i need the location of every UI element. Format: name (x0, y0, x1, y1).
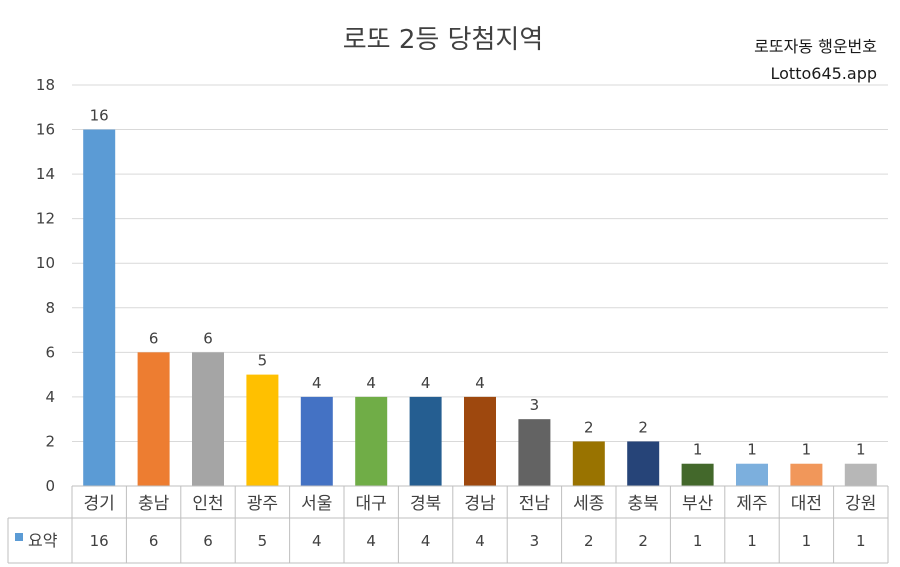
bar (736, 463, 768, 486)
y-tick-label: 14 (36, 165, 55, 183)
y-tick-label: 18 (36, 76, 55, 94)
category-label: 서울 (301, 494, 332, 514)
y-tick-label: 0 (45, 477, 55, 495)
table-value: 1 (693, 532, 703, 550)
category-label: 대전 (791, 494, 822, 514)
legend-label: 요약 (28, 531, 58, 550)
category-label: 경북 (410, 494, 441, 514)
data-label: 2 (584, 418, 594, 436)
category-label: 전남 (519, 494, 551, 514)
bar (137, 352, 170, 486)
table-value: 4 (366, 532, 376, 550)
data-label: 4 (475, 374, 485, 392)
data-label: 1 (747, 441, 757, 459)
table-value: 1 (802, 532, 812, 550)
y-tick-label: 10 (36, 254, 55, 272)
y-axis-ticks: 0 2 4 6 8 10 12 14 16 18 (36, 76, 55, 495)
data-label: 6 (203, 329, 213, 347)
category-label: 제주 (736, 494, 767, 514)
data-label: 1 (856, 441, 866, 459)
y-tick-label: 2 (45, 432, 55, 450)
table-value: 2 (638, 532, 648, 550)
category-label: 대구 (356, 494, 387, 514)
table-value: 4 (312, 532, 322, 550)
chart-title: 로또 2등 당첨지역 (343, 25, 544, 55)
bar (681, 463, 714, 486)
legend-key (15, 533, 23, 541)
table-value: 1 (747, 532, 757, 550)
bars (83, 129, 877, 487)
data-label: 6 (149, 329, 159, 347)
bar (246, 374, 279, 486)
y-tick-label: 16 (36, 121, 55, 139)
data-label: 4 (421, 374, 431, 392)
table-value: 6 (203, 532, 213, 550)
bar (790, 463, 823, 486)
bar (300, 396, 333, 486)
data-label: 5 (258, 352, 268, 370)
data-label: 3 (530, 396, 540, 414)
data-label: 4 (312, 374, 322, 392)
data-label: 1 (693, 441, 703, 459)
bar (464, 396, 496, 486)
y-tick-label: 6 (45, 343, 55, 361)
watermark-line1: 로또자동 행운번호 (754, 37, 877, 56)
table-value: 4 (475, 532, 485, 550)
data-label: 4 (366, 374, 376, 392)
table-value: 2 (584, 532, 594, 550)
table-value: 3 (530, 532, 540, 550)
category-label: 경기 (84, 494, 115, 514)
bar (192, 352, 224, 486)
table-value: 16 (90, 532, 109, 550)
bar (83, 129, 116, 487)
bar (844, 463, 877, 486)
data-table: 요약 경기 16 충남 6 인천 6 광주 5 서울 4 대구 4 경북 4 경남 4 전남 3 세종 2 충북 2 부산 1… (7, 485, 889, 564)
y-tick-label: 4 (45, 388, 55, 406)
data-label: 2 (638, 418, 648, 436)
data-label: 16 (90, 107, 109, 125)
data-labels: 16 6 6 5 4 4 4 4 3 2 2 1 1 1 1 (90, 107, 866, 459)
category-label: 부산 (682, 494, 714, 514)
table-value: 5 (258, 532, 268, 550)
watermark-line2: Lotto645.app (771, 64, 878, 83)
y-tick-label: 12 (36, 210, 55, 228)
category-label: 인천 (192, 494, 223, 514)
bar (355, 396, 388, 486)
category-label: 충북 (628, 494, 659, 514)
bar (518, 419, 551, 486)
table-value: 1 (856, 532, 866, 550)
y-tick-label: 8 (45, 299, 55, 317)
bar (409, 396, 442, 486)
table-value: 6 (149, 532, 159, 550)
bar (627, 441, 660, 486)
category-label: 강원 (845, 494, 876, 514)
table-value: 4 (421, 532, 431, 550)
category-label: 세종 (573, 494, 604, 514)
category-label: 경남 (464, 494, 496, 514)
bar (572, 441, 605, 486)
data-label: 1 (802, 441, 812, 459)
category-label: 광주 (247, 494, 278, 514)
category-label: 충남 (138, 494, 170, 514)
